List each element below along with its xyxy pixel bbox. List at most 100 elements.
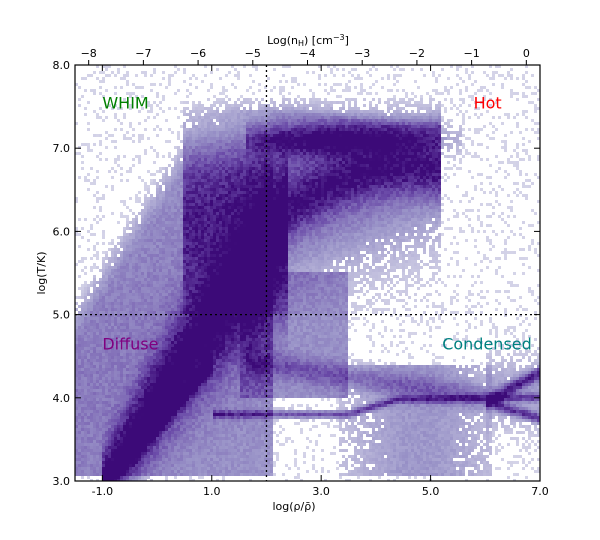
heatmap-bin	[183, 464, 186, 467]
heatmap-bin	[216, 389, 219, 392]
heatmap-bin	[147, 104, 150, 107]
heatmap-bin	[183, 233, 186, 236]
heatmap-bin	[135, 326, 138, 329]
heatmap-bin	[99, 440, 102, 443]
heatmap-bin	[129, 395, 132, 398]
heatmap-bin	[126, 470, 129, 473]
heatmap-bin	[186, 290, 189, 293]
heatmap-bin	[144, 434, 147, 437]
heatmap-bin	[111, 266, 114, 269]
heatmap-bin	[120, 476, 123, 479]
heatmap-bin	[201, 245, 204, 248]
heatmap-bin	[111, 479, 114, 481]
heatmap-bin	[162, 317, 165, 320]
heatmap-bin	[99, 416, 102, 419]
heatmap-bin	[168, 326, 171, 329]
heatmap-bin	[171, 263, 174, 266]
heatmap-bin	[90, 446, 93, 449]
heatmap-bin	[177, 377, 180, 380]
heatmap-bin	[138, 371, 141, 374]
heatmap-bin	[153, 293, 156, 296]
heatmap-bin	[99, 197, 102, 200]
heatmap-bin	[198, 281, 201, 284]
heatmap-bin	[114, 251, 117, 254]
heatmap-bin	[105, 410, 108, 413]
heatmap-bin	[120, 350, 123, 353]
heatmap-bin	[93, 344, 96, 347]
heatmap-bin	[198, 308, 201, 311]
heatmap-bin	[93, 92, 96, 95]
heatmap-bin	[117, 365, 120, 368]
heatmap-bin	[180, 257, 183, 260]
heatmap-bin	[171, 392, 174, 395]
heatmap-bin	[102, 326, 105, 329]
heatmap-bin	[207, 326, 210, 329]
heatmap-bin	[156, 470, 159, 473]
heatmap-bin	[189, 113, 192, 116]
heatmap-bin	[174, 287, 177, 290]
heatmap-bin	[207, 422, 210, 425]
heatmap-bin	[138, 281, 141, 284]
heatmap-bin	[186, 452, 189, 455]
heatmap-bin	[144, 200, 147, 203]
heatmap-bin	[207, 203, 210, 206]
heatmap-bin	[195, 194, 198, 197]
heatmap-bin	[171, 230, 174, 233]
heatmap-bin	[126, 362, 129, 365]
heatmap-bin	[138, 452, 141, 455]
heatmap-bin	[168, 467, 171, 470]
heatmap-bin	[171, 464, 174, 467]
heatmap-bin	[90, 284, 93, 287]
heatmap-bin	[126, 242, 129, 245]
heatmap-bin	[102, 314, 105, 317]
heatmap-bin	[174, 245, 177, 248]
heatmap-bin	[165, 266, 168, 269]
heatmap-bin	[183, 413, 186, 416]
heatmap-bin	[111, 308, 114, 311]
heatmap-bin	[147, 356, 150, 359]
heatmap-bin	[168, 437, 171, 440]
heatmap-bin	[201, 419, 204, 422]
heatmap-bin	[186, 353, 189, 356]
heatmap-bin	[183, 263, 186, 266]
heatmap-bin	[213, 329, 216, 332]
heatmap-bin	[216, 176, 219, 179]
heatmap-bin	[192, 239, 195, 242]
heatmap-bin	[162, 395, 165, 398]
heatmap-bin	[192, 131, 195, 134]
heatmap-bin	[102, 290, 105, 293]
heatmap-bin	[93, 290, 96, 293]
heatmap-bin	[213, 377, 216, 380]
heatmap-bin	[75, 362, 78, 365]
heatmap-bin	[96, 449, 99, 452]
heatmap-bin	[93, 413, 96, 416]
heatmap-bin	[183, 110, 186, 113]
heatmap-bin	[219, 122, 222, 125]
heatmap-bin	[189, 323, 192, 326]
heatmap-bin	[84, 107, 87, 110]
heatmap-bin	[189, 179, 192, 182]
heatmap-bin	[96, 458, 99, 461]
heatmap-bin	[84, 284, 87, 287]
heatmap-bin	[147, 365, 150, 368]
heatmap-bin	[135, 197, 138, 200]
heatmap-bin	[210, 257, 213, 260]
heatmap-bin	[138, 341, 141, 344]
heatmap-bin	[183, 134, 186, 137]
heatmap-bin	[210, 236, 213, 239]
heatmap-bin	[123, 311, 126, 314]
heatmap-bin	[219, 218, 222, 221]
heatmap-bin	[135, 416, 138, 419]
heatmap-bin	[189, 245, 192, 248]
heatmap-bin	[141, 443, 144, 446]
heatmap-bin	[129, 296, 132, 299]
heatmap-bin	[105, 368, 108, 371]
heatmap-bin	[174, 377, 177, 380]
heatmap-bin	[81, 293, 84, 296]
heatmap-bin	[189, 266, 192, 269]
heatmap-bin	[153, 287, 156, 290]
heatmap-bin	[201, 296, 204, 299]
heatmap-bin	[171, 386, 174, 389]
heatmap-bin	[108, 281, 111, 284]
heatmap-bin	[138, 464, 141, 467]
